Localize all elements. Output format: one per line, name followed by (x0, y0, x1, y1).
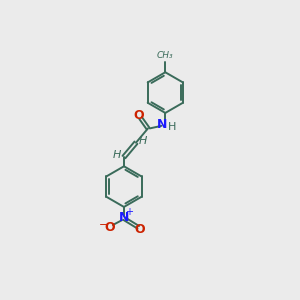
Text: O: O (135, 223, 146, 236)
Text: O: O (104, 221, 115, 234)
Text: O: O (134, 109, 144, 122)
Text: −: − (99, 220, 109, 230)
Text: N: N (119, 211, 129, 224)
Text: N: N (157, 118, 168, 131)
Text: CH₃: CH₃ (157, 51, 174, 60)
Text: H: H (113, 150, 121, 160)
Text: H: H (168, 122, 176, 132)
Text: H: H (138, 136, 147, 146)
Text: +: + (125, 207, 133, 217)
